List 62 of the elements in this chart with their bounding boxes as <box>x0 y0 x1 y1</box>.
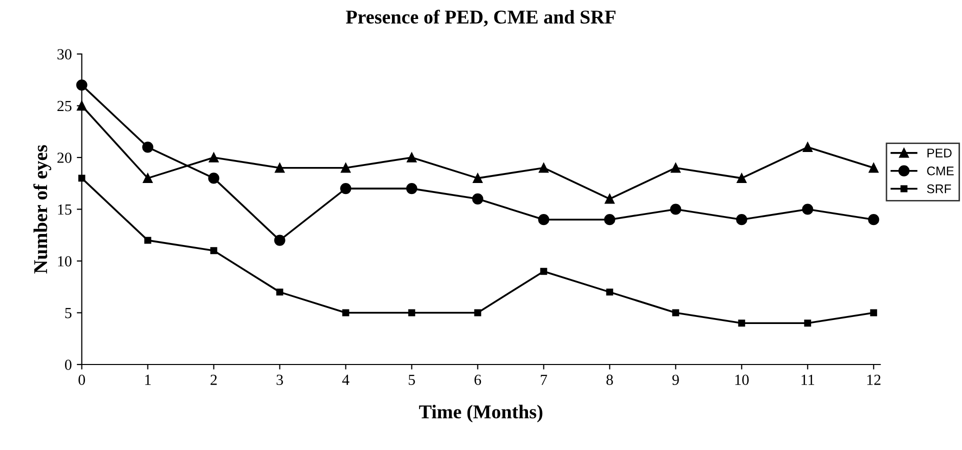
point <box>672 309 680 316</box>
x-tick-label: 10 <box>735 374 749 385</box>
point <box>870 309 878 316</box>
x-tick-label: 3 <box>276 374 283 385</box>
point <box>144 236 152 244</box>
x-tick-label: 0 <box>78 374 86 385</box>
point <box>736 214 748 226</box>
point <box>472 173 483 184</box>
x-tick-label: 4 <box>342 374 350 385</box>
point <box>276 288 284 296</box>
point <box>406 182 418 194</box>
point <box>208 152 219 162</box>
point <box>738 320 746 327</box>
point <box>604 194 615 204</box>
point <box>340 182 352 194</box>
x-tick-label: 6 <box>474 374 482 385</box>
x-tick-label: 8 <box>606 374 613 385</box>
chart-title: Presence of PED, CME and SRF <box>346 10 616 26</box>
point <box>274 162 285 173</box>
point <box>342 309 350 316</box>
y-tick-label: 10 <box>58 256 72 266</box>
x-tick-label: 7 <box>540 374 548 385</box>
point <box>868 214 880 226</box>
y-tick-label: 0 <box>64 360 72 370</box>
point <box>604 214 616 226</box>
point <box>408 309 416 316</box>
point <box>540 268 548 275</box>
point <box>472 193 484 204</box>
point <box>142 142 154 153</box>
y-tick-label: 25 <box>57 100 72 112</box>
x-tick-label: 9 <box>672 374 679 385</box>
point <box>210 247 218 254</box>
legend-label: PED <box>928 148 952 158</box>
point <box>142 173 153 184</box>
y-tick-label: 15 <box>58 204 72 215</box>
x-tick-label: 2 <box>210 374 217 385</box>
point <box>868 162 878 173</box>
y-tick-label: 20 <box>57 152 72 163</box>
y-axis-title: Number of eyes <box>33 145 52 274</box>
point <box>804 320 812 327</box>
y-tick-label: 30 <box>58 49 72 60</box>
point <box>802 142 813 152</box>
point <box>474 309 482 316</box>
x-tick-label: 5 <box>408 374 415 385</box>
x-tick-label: 11 <box>802 374 814 385</box>
point <box>208 172 220 184</box>
point <box>406 152 417 162</box>
point <box>670 162 681 173</box>
point <box>670 204 682 215</box>
x-tick-label: 1 <box>145 374 151 385</box>
y-tick-label: 5 <box>65 308 72 318</box>
point <box>802 204 814 215</box>
point <box>538 214 550 226</box>
legend-label: SRF <box>927 184 951 194</box>
point <box>606 288 614 296</box>
point <box>274 234 286 246</box>
point <box>340 162 351 173</box>
point <box>538 162 549 173</box>
point <box>736 173 747 184</box>
x-axis-title: Time (Months) <box>419 404 542 422</box>
legend-label: CME <box>927 166 954 176</box>
x-tick-label: 12 <box>867 374 880 385</box>
